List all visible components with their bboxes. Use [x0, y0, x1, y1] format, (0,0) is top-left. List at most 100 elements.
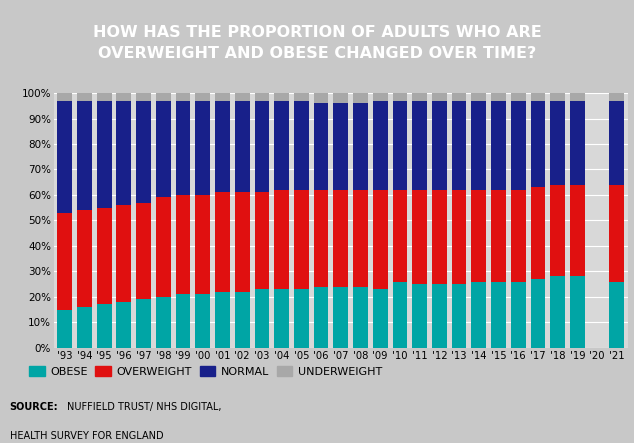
- Bar: [550, 93, 565, 101]
- Bar: [531, 187, 545, 279]
- Bar: [314, 287, 328, 348]
- Bar: [353, 287, 368, 348]
- Bar: [491, 101, 506, 190]
- Bar: [432, 93, 447, 101]
- Bar: [156, 198, 171, 297]
- Bar: [373, 101, 387, 190]
- Bar: [531, 101, 545, 187]
- Bar: [136, 93, 151, 101]
- Bar: [215, 101, 230, 192]
- Bar: [195, 93, 210, 101]
- Bar: [57, 213, 72, 310]
- Bar: [97, 304, 112, 348]
- Bar: [491, 190, 506, 282]
- Bar: [609, 93, 624, 101]
- Bar: [254, 93, 269, 101]
- Bar: [215, 93, 230, 101]
- Bar: [550, 276, 565, 348]
- Bar: [156, 297, 171, 348]
- Bar: [97, 101, 112, 208]
- Bar: [275, 190, 289, 289]
- Bar: [57, 93, 72, 101]
- Bar: [294, 289, 309, 348]
- Bar: [472, 101, 486, 190]
- Bar: [412, 93, 427, 101]
- Bar: [156, 93, 171, 101]
- Bar: [491, 93, 506, 101]
- Bar: [570, 101, 585, 185]
- Bar: [77, 101, 92, 210]
- Legend: OBESE, OVERWEIGHT, NORMAL, UNDERWEIGHT: OBESE, OVERWEIGHT, NORMAL, UNDERWEIGHT: [25, 361, 387, 381]
- Bar: [117, 101, 131, 205]
- Bar: [275, 101, 289, 190]
- Bar: [294, 93, 309, 101]
- Bar: [570, 93, 585, 101]
- Bar: [472, 190, 486, 282]
- Bar: [275, 93, 289, 101]
- Bar: [77, 210, 92, 307]
- Bar: [550, 185, 565, 276]
- Bar: [511, 101, 526, 190]
- Bar: [392, 101, 407, 190]
- Bar: [314, 190, 328, 287]
- Bar: [451, 284, 467, 348]
- Text: SOURCE:: SOURCE:: [10, 401, 58, 412]
- Bar: [254, 101, 269, 192]
- Bar: [235, 101, 250, 192]
- Bar: [550, 101, 565, 185]
- Bar: [314, 103, 328, 190]
- Bar: [353, 190, 368, 287]
- Bar: [333, 93, 348, 103]
- Bar: [176, 101, 190, 195]
- Bar: [294, 190, 309, 289]
- Bar: [472, 93, 486, 101]
- Bar: [392, 190, 407, 282]
- Bar: [451, 101, 467, 190]
- Bar: [235, 192, 250, 292]
- Bar: [195, 101, 210, 195]
- Bar: [77, 307, 92, 348]
- Bar: [275, 289, 289, 348]
- Bar: [176, 294, 190, 348]
- Text: NUFFIELD TRUST/ NHS DIGITAL,: NUFFIELD TRUST/ NHS DIGITAL,: [67, 401, 221, 412]
- Bar: [531, 279, 545, 348]
- Bar: [392, 282, 407, 348]
- Bar: [176, 195, 190, 294]
- Bar: [432, 284, 447, 348]
- Bar: [609, 282, 624, 348]
- Bar: [353, 93, 368, 103]
- Bar: [491, 282, 506, 348]
- Bar: [333, 190, 348, 287]
- Bar: [531, 93, 545, 101]
- Bar: [353, 103, 368, 190]
- Bar: [472, 282, 486, 348]
- Bar: [77, 93, 92, 101]
- Bar: [333, 287, 348, 348]
- Bar: [117, 302, 131, 348]
- Bar: [373, 93, 387, 101]
- Bar: [511, 190, 526, 282]
- Bar: [412, 190, 427, 284]
- Bar: [294, 101, 309, 190]
- Bar: [570, 185, 585, 276]
- Bar: [432, 101, 447, 190]
- Bar: [195, 294, 210, 348]
- Bar: [373, 289, 387, 348]
- Bar: [412, 284, 427, 348]
- Bar: [333, 103, 348, 190]
- Bar: [235, 93, 250, 101]
- Bar: [117, 93, 131, 101]
- Bar: [117, 205, 131, 302]
- Bar: [156, 101, 171, 198]
- Bar: [609, 185, 624, 282]
- Bar: [412, 101, 427, 190]
- Bar: [451, 93, 467, 101]
- Bar: [432, 190, 447, 284]
- Bar: [136, 101, 151, 202]
- Bar: [215, 192, 230, 292]
- Bar: [176, 93, 190, 101]
- Bar: [373, 190, 387, 289]
- Bar: [97, 93, 112, 101]
- Bar: [254, 289, 269, 348]
- Bar: [235, 292, 250, 348]
